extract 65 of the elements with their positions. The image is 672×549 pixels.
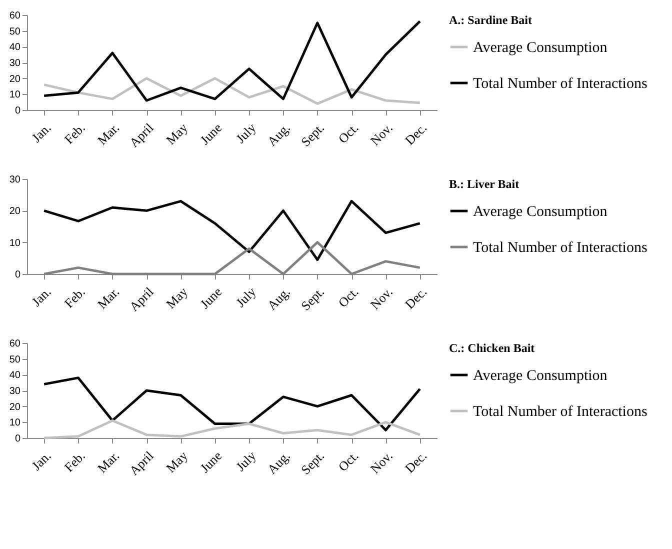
- legend-label: Average Consumption: [473, 368, 608, 384]
- x-tick-label: Aug.: [264, 448, 293, 477]
- legend-label: Average Consumption: [473, 204, 608, 220]
- x-tick-label: Mar.: [94, 284, 122, 312]
- x-tick-label: Nov.: [367, 448, 396, 476]
- line-series: [42, 77, 422, 105]
- legend-title: C.: Chicken Bait: [449, 341, 535, 355]
- x-tick-label: Jan.: [28, 448, 54, 474]
- x-tick-label: Oct.: [335, 448, 362, 474]
- legend-title: B.: Liver Bait: [449, 177, 520, 191]
- x-tick-label: May: [162, 120, 191, 148]
- x-tick-label: Nov.: [367, 120, 396, 148]
- x-tick-label: Dec.: [402, 448, 430, 476]
- x-tick-label: May: [162, 448, 191, 476]
- y-tick-label: 10: [9, 418, 21, 429]
- y-tick-label: 0: [14, 434, 21, 444]
- x-tick-label: July: [232, 448, 260, 474]
- y-tick-label: 20: [9, 402, 21, 413]
- x-tick-label: June: [197, 448, 225, 476]
- y-tick-label: 60: [9, 338, 21, 350]
- legend-title: A.: Sardine Bait: [449, 13, 532, 27]
- x-tick-label: Jan.: [28, 284, 54, 310]
- line-series: [42, 419, 422, 440]
- y-tick-label: 50: [9, 354, 21, 366]
- y-tick-label: 10: [9, 238, 21, 249]
- x-tick-label: May: [162, 284, 191, 312]
- x-tick-label: June: [197, 120, 225, 148]
- x-tick-label: Dec.: [402, 120, 430, 148]
- x-tick-label: July: [232, 284, 260, 310]
- x-tick-label: Feb.: [61, 284, 88, 311]
- line-series: [42, 20, 422, 102]
- x-tick-label: Aug.: [264, 284, 293, 313]
- y-tick-label: 20: [9, 206, 21, 218]
- x-tick-label: Feb.: [61, 448, 88, 475]
- y-tick-label: 30: [9, 58, 21, 69]
- x-tick-label: Oct.: [335, 284, 362, 310]
- y-tick-label: 10: [9, 90, 21, 101]
- x-tick-label: Feb.: [61, 120, 88, 147]
- legend-label: Total Number of Interactions: [473, 240, 648, 256]
- y-tick-label: 60: [9, 10, 21, 22]
- x-tick-label: Mar.: [94, 448, 122, 476]
- x-tick-label: Mar.: [94, 120, 122, 148]
- y-tick-label: 30: [9, 386, 21, 397]
- legend-label: Total Number of Interactions: [473, 76, 648, 92]
- y-tick-label: 20: [9, 74, 21, 85]
- y-tick-label: 40: [9, 42, 21, 54]
- y-tick-label: 0: [14, 106, 21, 116]
- line-series: [42, 376, 422, 432]
- x-tick-label: June: [197, 284, 225, 312]
- x-tick-label: Nov.: [367, 284, 396, 312]
- x-tick-label: Sept.: [298, 120, 328, 150]
- x-tick-label: Jan.: [28, 120, 54, 146]
- x-tick-label: Oct.: [335, 120, 362, 146]
- x-tick-label: Sept.: [298, 448, 328, 478]
- y-tick-label: 40: [9, 370, 21, 382]
- legend-label: Total Number of Interactions: [473, 404, 648, 420]
- line-series: [42, 200, 422, 261]
- legend-label: Average Consumption: [473, 40, 608, 56]
- y-tick-label: 30: [9, 174, 21, 186]
- x-tick-label: Sept.: [298, 284, 328, 314]
- y-tick-label: 0: [14, 270, 21, 280]
- y-tick-label: 50: [9, 26, 21, 38]
- x-tick-label: July: [232, 120, 260, 146]
- x-tick-label: Dec.: [402, 284, 430, 312]
- x-tick-label: Aug.: [264, 120, 293, 149]
